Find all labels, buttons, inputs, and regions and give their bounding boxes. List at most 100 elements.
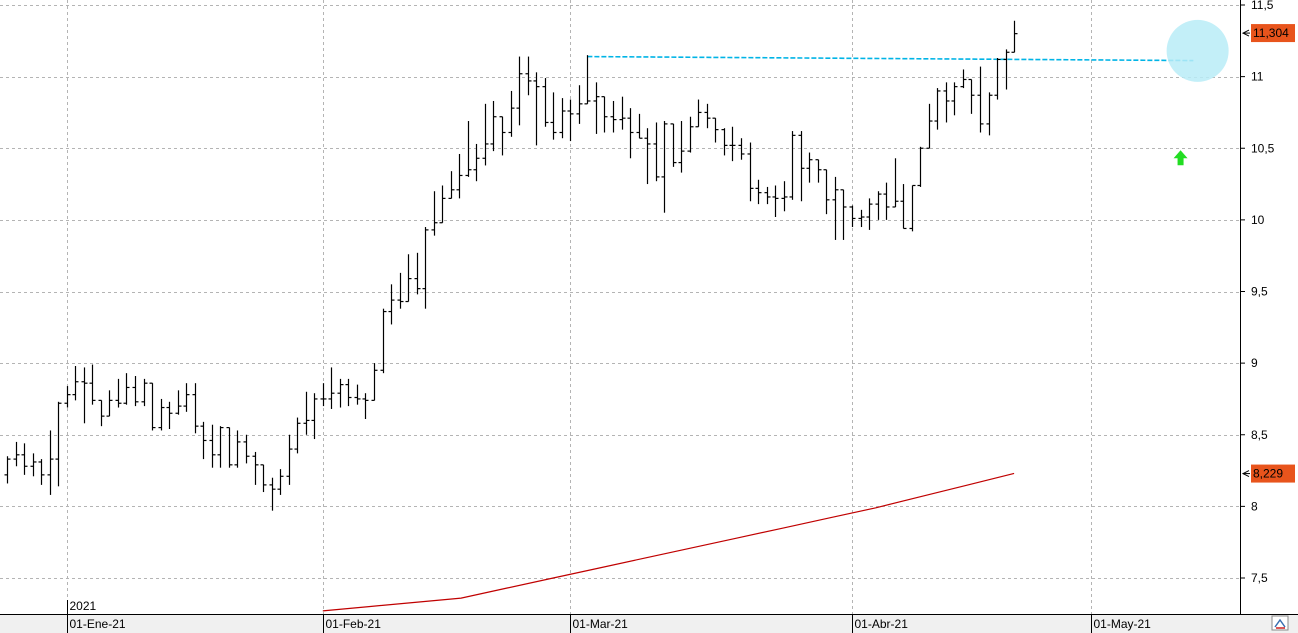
- ohlc-bar: [64, 386, 71, 408]
- ohlc-bar: [576, 85, 583, 124]
- ohlc-bar: [465, 121, 472, 177]
- ohlc-bar: [542, 78, 549, 127]
- y-tick-label: 10,5: [1251, 141, 1275, 155]
- ohlc-bar: [934, 88, 941, 130]
- y-tick-label: 7,5: [1251, 571, 1268, 585]
- up-arrow-icon: [1173, 150, 1188, 166]
- last-price-badge: 11,304: [1241, 24, 1295, 43]
- ohlc-bar: [900, 184, 907, 230]
- ohlc-bar: [516, 56, 523, 126]
- ohlc-bar: [72, 365, 79, 401]
- y-tick-label: 8,5: [1251, 428, 1268, 442]
- ohlc-bar: [243, 434, 250, 464]
- ohlc-bar: [98, 399, 105, 427]
- ohlc-bar: [909, 184, 916, 232]
- ohlc-bar: [1003, 49, 1010, 90]
- moving-average-path: [322, 472, 1015, 612]
- ohlc-bar: [439, 185, 446, 224]
- x-tick-label: 01-Feb-21: [326, 617, 382, 631]
- ohlc-bar: [414, 252, 421, 295]
- up-arrow-shape: [1173, 150, 1188, 166]
- ohlc-bar: [729, 126, 736, 162]
- x-axis-ticks: 01-Ene-21 01-Feb-21 01-Mar-21 01-Abr-21 01-M…: [67, 599, 1151, 633]
- grid-lines: [0, 0, 1240, 614]
- ohlc-bar: [362, 393, 369, 419]
- ohlc-bar: [644, 128, 651, 185]
- ohlc-bar: [354, 384, 361, 405]
- ohlc-bar: [593, 82, 600, 134]
- ohlc-bar: [47, 430, 54, 495]
- ohlc-bar: [858, 209, 865, 228]
- ohlc-bar: [943, 82, 950, 123]
- ohlc-bar: [89, 364, 96, 405]
- ohlc-bar: [559, 98, 566, 139]
- last-price-badges: 11,304 8,229: [1241, 24, 1295, 483]
- x-tick-label: 01-Ene-21: [70, 617, 126, 631]
- moving-average-line: [322, 472, 1015, 612]
- ohlc-bar: [30, 453, 37, 477]
- ohlc-bar: [764, 186, 771, 205]
- ohlc-bar: [260, 464, 267, 493]
- ohlc-bar: [653, 122, 660, 182]
- ohlc-bar: [337, 378, 344, 408]
- ohlc-bar: [926, 103, 933, 149]
- ohlc-bar: [192, 383, 199, 434]
- highlight-circle: [1166, 19, 1229, 82]
- ohlc-bar: [473, 143, 480, 182]
- ohlc-bar: [712, 117, 719, 143]
- ohlc-bar: [687, 116, 694, 153]
- ohlc-bar: [977, 66, 984, 133]
- ohlc-bar: [567, 99, 574, 142]
- ohlc-bar: [661, 121, 668, 213]
- ohlc-bar: [960, 69, 967, 89]
- last-price-label: 11,304: [1253, 26, 1289, 40]
- ohlc-bar: [610, 100, 617, 133]
- ohlc-bar: [533, 72, 540, 146]
- ohlc-bar: [670, 123, 677, 167]
- ohlc-bar: [798, 131, 805, 202]
- ohlc-bar: [823, 169, 830, 215]
- ohlc-bar: [951, 82, 958, 116]
- ohlc-bar: [269, 477, 276, 511]
- ohlc-bar: [747, 142, 754, 202]
- ohlc-bar: [388, 284, 395, 325]
- y-axis-ticks: 7,5 8 8,5 9 9,5 10 10,5 11 11,5: [1240, 0, 1275, 585]
- ohlc-bar: [166, 401, 173, 430]
- ohlc-bar: [286, 434, 293, 485]
- ohlc-bar: [345, 378, 352, 407]
- ohlc-bar: [986, 92, 993, 136]
- ohlc-bar: [738, 138, 745, 160]
- highlight-circle-shape: [1166, 19, 1229, 82]
- ohlc-bar: [601, 96, 608, 133]
- ohlc-bar: [422, 227, 429, 309]
- ohlc-bar: [636, 113, 643, 139]
- x-tick-label: 01-Abr-21: [855, 617, 909, 631]
- ohlc-bar: [158, 398, 165, 431]
- ohlc-bar: [4, 456, 11, 484]
- price-bars: [4, 20, 1018, 511]
- ohlc-bar: [525, 56, 532, 96]
- ohlc-bar: [106, 390, 113, 417]
- chart-settings-icon[interactable]: [1271, 615, 1289, 631]
- ohlc-bar: [789, 131, 796, 200]
- ohlc-bar: [431, 191, 438, 236]
- ohlc-bar: [209, 424, 216, 468]
- ohlc-bar: [781, 181, 788, 212]
- ohlc-bar: [55, 401, 62, 487]
- ohlc-bar: [200, 421, 207, 460]
- ohlc-bar: [226, 426, 233, 468]
- ohlc-bar: [695, 99, 702, 128]
- ohlc-bar: [875, 191, 882, 220]
- ohlc-bar: [448, 171, 455, 199]
- ohlc-bar: [499, 116, 506, 156]
- ohlc-bar: [320, 383, 327, 407]
- ohlc-bar: [183, 383, 190, 412]
- ohlc-bar: [892, 158, 899, 208]
- ohlc-bar: [866, 198, 873, 230]
- ohlc-bar: [21, 443, 28, 475]
- ohlc-bar: [123, 373, 130, 405]
- ohlc-bar: [815, 159, 822, 183]
- ohlc-bar: [704, 103, 711, 129]
- ohlc-bar: [755, 179, 762, 205]
